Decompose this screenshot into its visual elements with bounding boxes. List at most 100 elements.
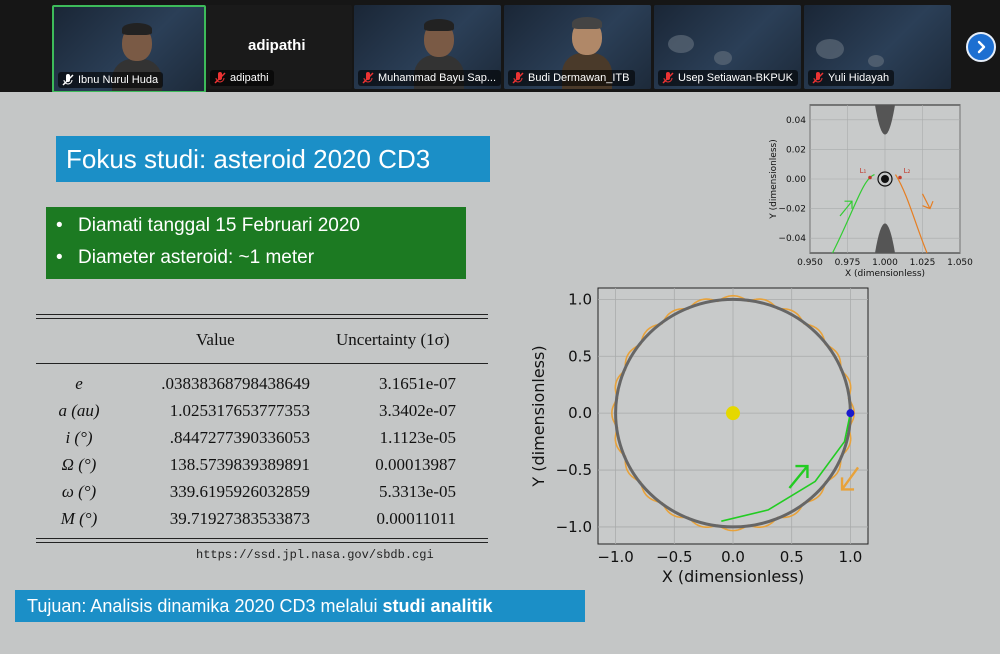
x-tick-label: 0.0 <box>721 548 745 566</box>
l2-marker <box>898 175 902 180</box>
participant-tile-ibnu[interactable]: Ibnu Nurul Huda <box>52 5 206 93</box>
uncertainty-cell: 0.00011011 <box>376 509 457 528</box>
participant-name: Ibnu Nurul Huda <box>78 74 159 86</box>
mic-muted-icon <box>213 71 227 85</box>
mic-muted-icon <box>511 71 525 85</box>
y-axis-label: Y (dimensionless) <box>529 345 548 487</box>
l1-marker <box>868 175 872 180</box>
inset-x-tick-label: 1.025 <box>910 258 936 268</box>
study-goal-banner: Tujuan: Analisis dinamika 2020 CD3 melal… <box>15 590 585 622</box>
earth-marker <box>846 409 855 418</box>
participant-name: Muhammad Bayu Sap... <box>378 72 497 84</box>
observation-facts: • Diamati tanggal 15 Februari 2020 • Diame… <box>46 207 466 279</box>
mic-muted-icon <box>661 71 675 85</box>
table-row: Ω (°) 138.5739839389891 0.00013987 <box>36 455 488 482</box>
x-tick-label: −0.5 <box>656 548 692 566</box>
sun-marker <box>726 406 740 421</box>
param-cell: e <box>75 374 83 393</box>
value-cell: 1.025317653777353 <box>169 401 310 420</box>
y-tick-label: −0.5 <box>556 461 592 479</box>
table-row: M (°) 39.71927383533873 0.00011011 <box>36 509 488 536</box>
y-tick-label: 0.0 <box>568 404 592 422</box>
inset-departure-trajectory <box>894 174 928 254</box>
departure-arrow <box>840 466 860 491</box>
l1-label: L₁ <box>860 167 867 175</box>
inset-earth-loop <box>877 171 893 187</box>
inset-x-tick-label: 0.975 <box>835 258 861 268</box>
table-row: i (°) .8447277390336053 1.1123e-05 <box>36 428 488 455</box>
mic-muted-icon <box>361 71 375 85</box>
participant-tile-usep[interactable]: Usep Setiawan-BKPUK <box>654 5 801 89</box>
chevron-right-icon <box>977 40 986 54</box>
param-cell: i (°) <box>65 428 93 447</box>
participant-display-name: adipathi <box>248 37 306 54</box>
uncertainty-cell: 3.3402e-07 <box>379 401 456 420</box>
x-tick-label: 0.5 <box>780 548 804 566</box>
inset-y-tick-label: 0.00 <box>786 175 806 185</box>
uncertainty-cell: 0.00013987 <box>375 455 456 474</box>
participant-name-bar: adipathi <box>210 70 274 86</box>
goal-emphasis: studi analitik <box>382 596 493 616</box>
participant-name-bar: Budi Dermawan_ITB <box>508 70 635 86</box>
slide-title: Fokus studi: asteroid 2020 CD3 <box>56 136 490 182</box>
fact-item: • Diameter asteroid: ~1 meter <box>56 247 315 268</box>
mic-muted-icon <box>61 73 75 87</box>
forbidden-region-bottom <box>875 223 895 253</box>
participant-tile-yuli[interactable]: Yuli Hidayah <box>804 5 951 89</box>
approach-arrow <box>788 464 809 489</box>
uncertainty-cell: 5.3313e-05 <box>379 482 456 501</box>
participant-name: Budi Dermawan_ITB <box>528 72 630 84</box>
value-cell: .8447277390336053 <box>169 428 310 447</box>
participant-name-bar: Muhammad Bayu Sap... <box>358 70 501 86</box>
participant-name: Yuli Hidayah <box>828 72 890 84</box>
inset-y-axis-label: Y (dimensionless) <box>769 139 779 219</box>
param-cell: a (au) <box>58 401 100 420</box>
fact-text: Diameter asteroid: ~1 meter <box>78 247 315 268</box>
inset-x-axis-label: X (dimensionless) <box>845 269 925 277</box>
participant-gallery: Ibnu Nurul Huda adipathi adipathi Muhamm… <box>0 0 1000 93</box>
orbit-chart: −1.0 1.0 −0.5 0.5 0.0 0.0 0.5 −0.5 1.0 −1.0 X (dim… <box>529 287 869 586</box>
participant-name: adipathi <box>230 72 269 84</box>
param-cell: ω (°) <box>61 482 97 501</box>
inset-x-tick-label: 1.000 <box>872 258 898 268</box>
x-tick-label: 1.0 <box>838 548 862 566</box>
inset-y-tick-label: −0.04 <box>778 234 806 244</box>
l2-label: L₂ <box>904 167 911 175</box>
fact-item: • Diamati tanggal 15 Februari 2020 <box>56 215 361 236</box>
param-cell: M (°) <box>60 509 98 528</box>
value-cell: 339.6195926032859 <box>169 482 310 501</box>
participant-tile-adipathi[interactable]: adipathi adipathi <box>206 5 352 89</box>
inset-approach-arrow <box>839 200 853 217</box>
inset-x-tick-label: 0.950 <box>797 258 823 268</box>
inset-x-tick-label: 1.050 <box>947 258 973 268</box>
uncertainty-cell: 1.1123e-05 <box>379 428 456 447</box>
inset-y-tick-label: 0.02 <box>786 145 806 155</box>
column-header-uncertainty: Uncertainty (1σ) <box>336 330 450 349</box>
y-tick-label: 1.0 <box>568 290 592 308</box>
value-cell: .03838368798438649 <box>161 374 310 393</box>
participant-name: Usep Setiawan-BKPUK <box>678 72 793 84</box>
table-row: ω (°) 339.6195926032859 5.3313e-05 <box>36 482 488 509</box>
value-cell: 138.5739839389891 <box>169 455 310 474</box>
table-row: a (au) 1.025317653777353 3.3402e-07 <box>36 401 488 428</box>
participant-name-bar: Yuli Hidayah <box>808 70 895 86</box>
participant-name-bar: Usep Setiawan-BKPUK <box>658 70 798 86</box>
goal-text: Tujuan: Analisis dinamika 2020 CD3 melal… <box>27 596 383 616</box>
inset-y-tick-label: −0.02 <box>778 205 806 215</box>
y-tick-label: −1.0 <box>556 518 592 536</box>
value-cell: 39.71927383533873 <box>169 509 310 528</box>
participant-tile-bayu[interactable]: Muhammad Bayu Sap... <box>354 5 501 89</box>
table-source-url: https://ssd.jpl.nasa.gov/sbdb.cgi <box>196 548 434 562</box>
lagrange-inset-chart: 0.950 0.975 1.000 1.025 1.050 0.04 0.02 0.00 −0.… <box>769 104 973 277</box>
inset-y-tick-label: 0.04 <box>786 116 806 126</box>
participant-name-bar: Ibnu Nurul Huda <box>58 72 164 88</box>
presentation-slide: Fokus studi: asteroid 2020 CD3 • Diamati … <box>0 92 1000 654</box>
column-header-value: Value <box>196 330 235 349</box>
approach-trajectory-line <box>721 413 852 522</box>
x-tick-label: −1.0 <box>597 548 633 566</box>
table-row: e .03838368798438649 3.1651e-07 <box>36 374 488 401</box>
next-page-button[interactable] <box>966 32 996 62</box>
mic-muted-icon <box>811 71 825 85</box>
participant-tile-budi[interactable]: Budi Dermawan_ITB <box>504 5 651 89</box>
forbidden-region-top <box>875 105 895 135</box>
